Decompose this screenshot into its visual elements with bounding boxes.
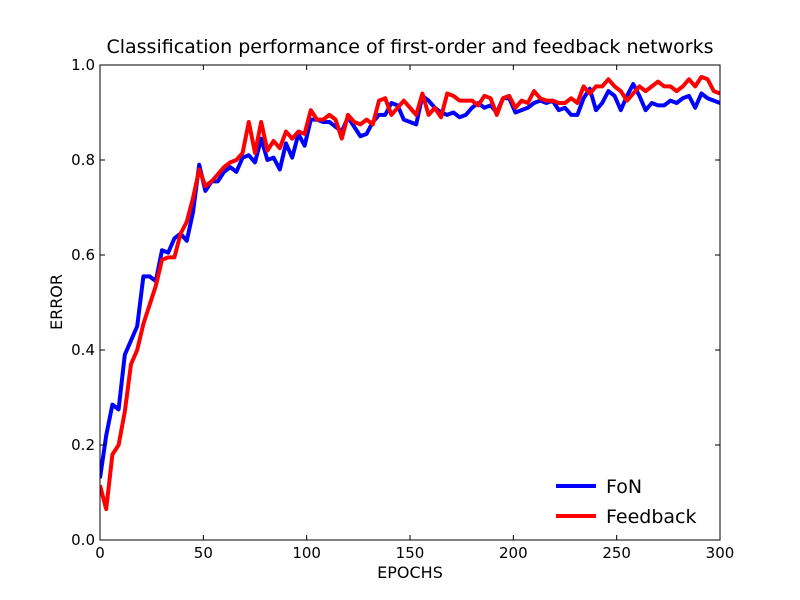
x-tick-label: 250 (602, 544, 631, 562)
legend-label-fon: FoN (606, 476, 642, 498)
plot-area: 0 50 100 150 200 250 300 0.0 0.2 0.4 0.6 0.8 1.0 FoN F… (71, 56, 734, 562)
y-axis-label: ERROR (47, 274, 66, 330)
series-line-feedback (100, 74, 720, 512)
y-tick-label: 0.2 (71, 436, 95, 454)
x-tick-label: 200 (499, 544, 528, 562)
y-tick-label: 1.0 (71, 56, 95, 74)
x-tick-label: 0 (95, 544, 105, 562)
x-tick-label: 50 (194, 544, 213, 562)
y-tick-label: 0.0 (71, 531, 95, 549)
x-tick-label: 150 (396, 544, 425, 562)
legend-label-feedback: Feedback (606, 506, 696, 528)
x-tick-label: 300 (706, 544, 735, 562)
y-tick-label: 0.8 (71, 151, 95, 169)
y-tick-label: 0.6 (71, 246, 95, 264)
chart-title: Classification performance of first-orde… (106, 36, 713, 58)
x-axis-label: EPOCHS (377, 563, 443, 582)
x-tick-label: 100 (292, 544, 321, 562)
y-tick-label: 0.4 (71, 341, 95, 359)
